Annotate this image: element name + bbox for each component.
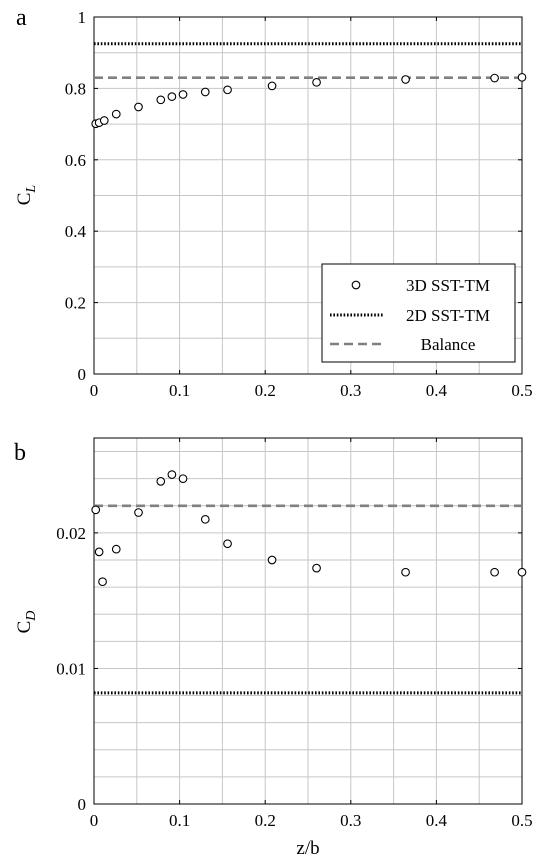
legend-box bbox=[321, 263, 516, 363]
data-point bbox=[134, 102, 143, 112]
legend-entry-label: 3D SST-TM bbox=[406, 276, 490, 295]
x-tick-label: 0.2 bbox=[255, 811, 276, 830]
data-point bbox=[267, 555, 277, 565]
data-point bbox=[156, 477, 166, 486]
data-point bbox=[111, 544, 121, 554]
data-point bbox=[167, 92, 177, 101]
data-point bbox=[401, 567, 410, 577]
y-axis-label-main: C bbox=[14, 193, 35, 206]
data-point bbox=[490, 73, 499, 83]
data-point bbox=[178, 474, 188, 484]
data-point bbox=[223, 539, 232, 549]
x-ticks: 0 0.1 0.2 0.3 0.4 0.5 bbox=[90, 438, 533, 830]
y-tick-label: 0.01 bbox=[56, 659, 86, 678]
x-tick-label: 0.4 bbox=[426, 381, 448, 400]
legend-entry-label: 2D SST-TM bbox=[406, 306, 490, 325]
y-tick-label: 0.2 bbox=[65, 294, 86, 313]
y-tick-label: 0 bbox=[78, 365, 87, 384]
data-point bbox=[178, 90, 188, 99]
y-axis-label: CD bbox=[14, 611, 39, 634]
series-3d-sst-tm-points bbox=[91, 470, 527, 587]
series-3d-sst-tm-points bbox=[91, 72, 527, 129]
data-point bbox=[156, 95, 166, 105]
y-tick-label: 1 bbox=[78, 8, 87, 27]
y-axis-label-subscript: D bbox=[24, 611, 39, 622]
data-point bbox=[134, 508, 143, 517]
y-tick-label: 0.4 bbox=[65, 222, 87, 241]
data-layer bbox=[94, 42, 522, 79]
y-tick-label: 0 bbox=[78, 795, 87, 814]
y-axis-label: CL bbox=[14, 185, 39, 206]
data-point bbox=[200, 87, 210, 97]
data-point bbox=[401, 75, 410, 84]
data-point bbox=[267, 81, 277, 91]
data-point bbox=[517, 567, 527, 577]
data-layer bbox=[94, 504, 522, 695]
x-tick-label: 0 bbox=[90, 381, 99, 400]
x-tick-label: 0.2 bbox=[255, 381, 276, 400]
plot-frame bbox=[93, 16, 523, 375]
x-tick-label: 0.5 bbox=[511, 381, 532, 400]
plot-frame bbox=[93, 437, 523, 805]
data-point bbox=[91, 505, 101, 515]
x-tick-label: 0.1 bbox=[169, 811, 190, 830]
panel-label: a bbox=[16, 5, 27, 31]
y-tick-label: 0.8 bbox=[65, 79, 86, 98]
y-tick-label: 0.02 bbox=[56, 524, 86, 543]
y-axis-label-main: C bbox=[14, 621, 35, 634]
y-ticks: 0 0.2 0.4 0.6 0.8 1 bbox=[65, 8, 522, 384]
x-tick-label: 0 bbox=[90, 811, 99, 830]
data-point bbox=[94, 547, 104, 557]
data-point bbox=[223, 85, 232, 95]
y-axis-label-subscript: L bbox=[24, 185, 39, 194]
data-point bbox=[167, 470, 177, 479]
data-point bbox=[111, 109, 121, 119]
x-tick-label: 0.1 bbox=[169, 381, 190, 400]
data-point bbox=[312, 77, 321, 87]
panel-a-lift-coefficient: 0 0.1 0.2 0.3 0.4 0.5 0 0.2 0.4 0.6 0.8 1 a CL 3D SST-… bbox=[14, 5, 533, 400]
y-tick-label: 0.6 bbox=[65, 151, 86, 170]
x-tick-label: 0.5 bbox=[511, 811, 532, 830]
y-ticks: 0 0.01 0.02 bbox=[56, 524, 522, 814]
legend: 3D SST-TM 2D SST-TM Balance bbox=[321, 263, 516, 363]
legend-entry-label: Balance bbox=[421, 335, 476, 354]
data-point bbox=[99, 116, 109, 125]
legend-marker-circle bbox=[351, 280, 361, 290]
x-tick-label: 0.3 bbox=[340, 811, 361, 830]
x-gridlines bbox=[93, 438, 523, 804]
x-ticks: 0 0.1 0.2 0.3 0.4 0.5 bbox=[90, 17, 533, 400]
data-point bbox=[490, 567, 499, 577]
data-point bbox=[312, 563, 321, 573]
data-point bbox=[200, 514, 210, 524]
x-tick-label: 0.4 bbox=[426, 811, 448, 830]
x-tick-label: 0.3 bbox=[340, 381, 361, 400]
x-axis-label: z/b bbox=[296, 838, 319, 859]
panel-label: b bbox=[14, 440, 26, 466]
data-point bbox=[517, 72, 527, 82]
data-point bbox=[98, 577, 107, 587]
